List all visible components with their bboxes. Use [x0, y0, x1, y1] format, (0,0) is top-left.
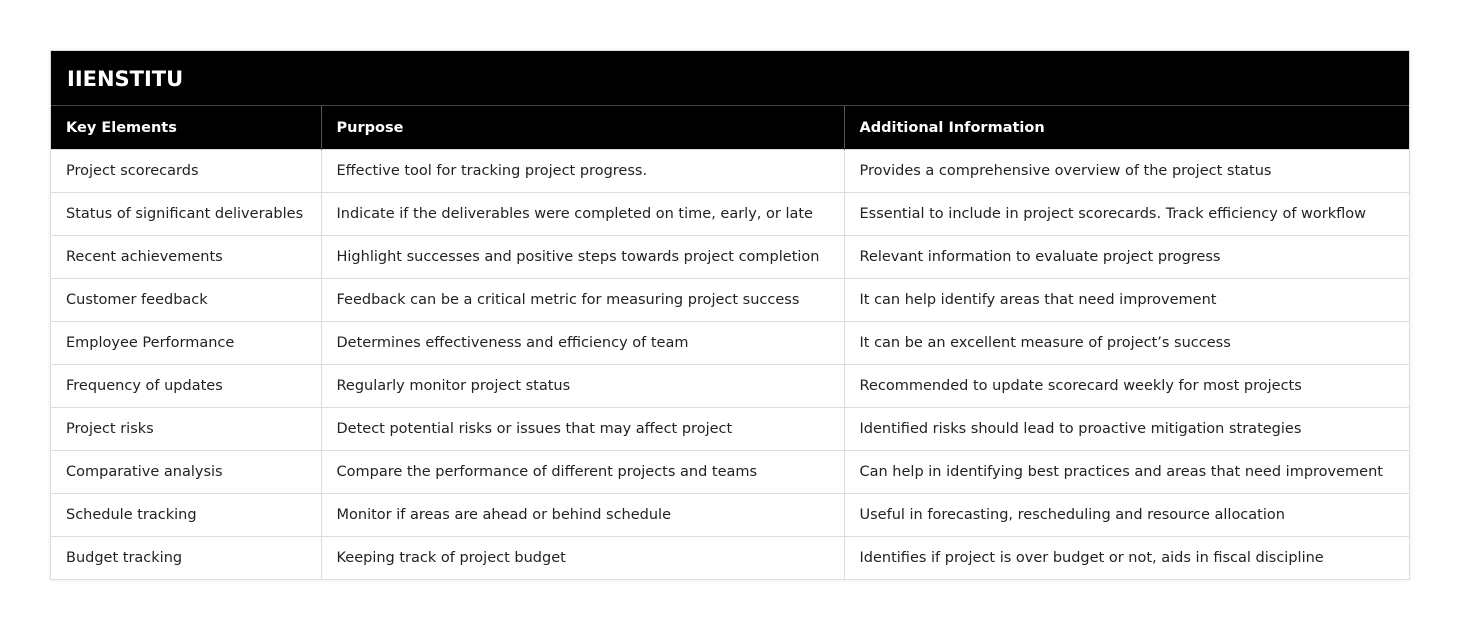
table-cell: Feedback can be a critical metric for me…: [321, 278, 845, 322]
table-cell: Project scorecards: [51, 149, 322, 193]
table-row: Schedule tracking Monitor if areas are ah…: [51, 493, 1409, 537]
column-header: Additional Information: [844, 106, 1409, 150]
table-row: Project scorecards Effective tool for tra…: [51, 149, 1409, 193]
table-cell: Schedule tracking: [51, 493, 322, 537]
data-table: Key Elements Purpose Additional Informat…: [51, 106, 1409, 579]
table-cell: Status of significant deliverables: [51, 192, 322, 236]
table-cell: Budget tracking: [51, 536, 322, 579]
table-cell: Detect potential risks or issues that ma…: [321, 407, 845, 451]
table-cell: Regularly monitor project status: [321, 364, 845, 408]
table-cell: It can help identify areas that need imp…: [844, 278, 1409, 322]
table-row: Recent achievements Highlight successes a…: [51, 235, 1409, 279]
table-cell: Recent achievements: [51, 235, 322, 279]
header-row: Key Elements Purpose Additional Informat…: [51, 106, 1409, 150]
table-cell: Determines effectiveness and efficiency …: [321, 321, 845, 365]
table-cell: Identifies if project is over budget or …: [844, 536, 1409, 579]
table-row: Customer feedback Feedback can be a criti…: [51, 278, 1409, 322]
table-row: Project risks Detect potential risks or i…: [51, 407, 1409, 451]
table-cell: Customer feedback: [51, 278, 322, 322]
column-header: Key Elements: [51, 106, 322, 150]
table-cell: Identified risks should lead to proactiv…: [844, 407, 1409, 451]
table-cell: Useful in forecasting, rescheduling and …: [844, 493, 1409, 537]
table-row: Comparative analysis Compare the performa…: [51, 450, 1409, 494]
table-cell: Keeping track of project budget: [321, 536, 845, 579]
table-container: IIENSTITU Key Elements Purpose Additiona…: [50, 50, 1410, 580]
table-cell: Can help in identifying best practices a…: [844, 450, 1409, 494]
table-cell: Highlight successes and positive steps t…: [321, 235, 845, 279]
table-row: Budget tracking Keeping track of project …: [51, 536, 1409, 579]
table-row: Employee Performance Determines effective…: [51, 321, 1409, 365]
table-cell: Frequency of updates: [51, 364, 322, 408]
table-cell: Recommended to update scorecard weekly f…: [844, 364, 1409, 408]
table-cell: Relevant information to evaluate project…: [844, 235, 1409, 279]
table-cell: Compare the performance of different pro…: [321, 450, 845, 494]
table-cell: It can be an excellent measure of projec…: [844, 321, 1409, 365]
table-cell: Project risks: [51, 407, 322, 451]
table-cell: Essential to include in project scorecar…: [844, 192, 1409, 236]
table-cell: Comparative analysis: [51, 450, 322, 494]
table-cell: Monitor if areas are ahead or behind sch…: [321, 493, 845, 537]
column-header: Purpose: [321, 106, 845, 150]
table-cell: Provides a comprehensive overview of the…: [844, 149, 1409, 193]
table-cell: Effective tool for tracking project prog…: [321, 149, 845, 193]
table-title: IIENSTITU: [51, 51, 1409, 106]
table-cell: Employee Performance: [51, 321, 322, 365]
table-cell: Indicate if the deliverables were comple…: [321, 192, 845, 236]
table-row: Frequency of updates Regularly monitor pr…: [51, 364, 1409, 408]
table-row: Status of significant deliverables Indica…: [51, 192, 1409, 236]
